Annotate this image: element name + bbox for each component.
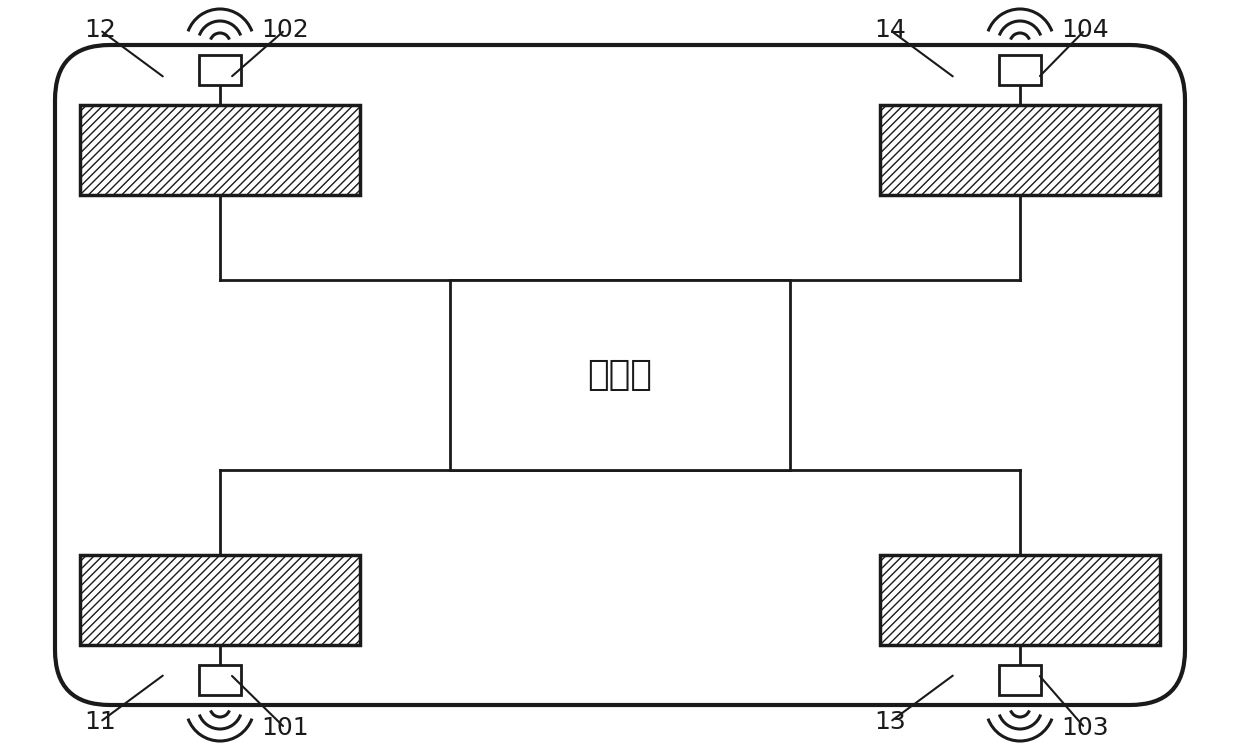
Bar	[81, 105, 360, 195]
Text: 11: 11	[84, 710, 115, 734]
Text: 104: 104	[1061, 18, 1109, 42]
Text: 101: 101	[262, 716, 309, 740]
Text: 14: 14	[874, 18, 906, 42]
Bar	[198, 665, 241, 695]
Bar	[880, 555, 1159, 645]
Text: 接收机: 接收机	[588, 358, 652, 392]
Bar	[450, 280, 790, 470]
Text: 103: 103	[1061, 716, 1109, 740]
Bar	[999, 665, 1042, 695]
Text: 13: 13	[874, 710, 906, 734]
Text: 12: 12	[84, 18, 115, 42]
Bar	[999, 55, 1042, 85]
Text: 102: 102	[262, 18, 309, 42]
Bar	[198, 55, 241, 85]
Bar	[880, 105, 1159, 195]
Bar	[81, 555, 360, 645]
FancyBboxPatch shape	[55, 45, 1185, 705]
